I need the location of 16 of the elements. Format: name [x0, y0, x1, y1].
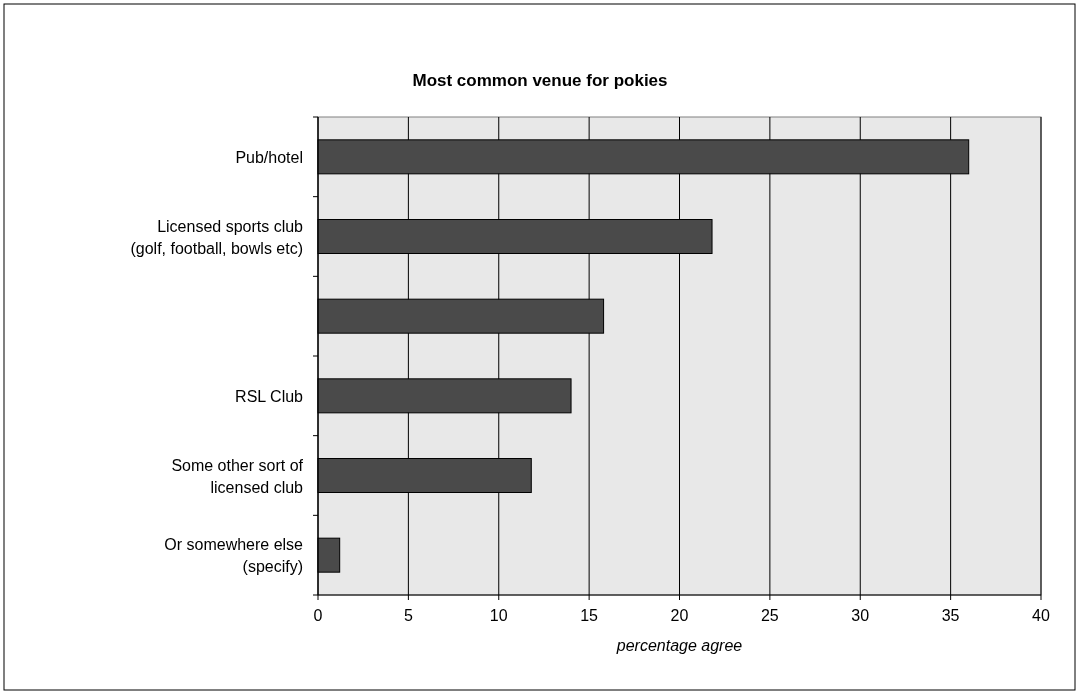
- y-tick-label: Some other sort of licensed club: [171, 456, 304, 496]
- x-tick-label: 10: [489, 607, 508, 624]
- x-tick-label: 40: [1032, 607, 1050, 624]
- x-tick-label: 15: [580, 607, 599, 624]
- x-tick-label: 20: [670, 607, 689, 624]
- x-tick-label: 25: [760, 607, 779, 624]
- x-tick-label: 30: [851, 607, 870, 624]
- x-tick-label: 0: [313, 607, 323, 624]
- y-tick-label: Pub/hotel: [235, 148, 303, 166]
- x-tick-label: 35: [941, 607, 960, 624]
- y-tick-label: Or somewhere else (specify): [164, 536, 304, 576]
- x-axis-title: percentage agree: [615, 637, 743, 654]
- chart-title: Most common venue for pokies: [412, 71, 668, 90]
- x-tick-label: 5: [403, 607, 413, 624]
- y-tick-label: Licensed sports club (golf, football, bowls etc): [130, 217, 304, 257]
- y-tick-label: RSL Club: [235, 387, 304, 405]
